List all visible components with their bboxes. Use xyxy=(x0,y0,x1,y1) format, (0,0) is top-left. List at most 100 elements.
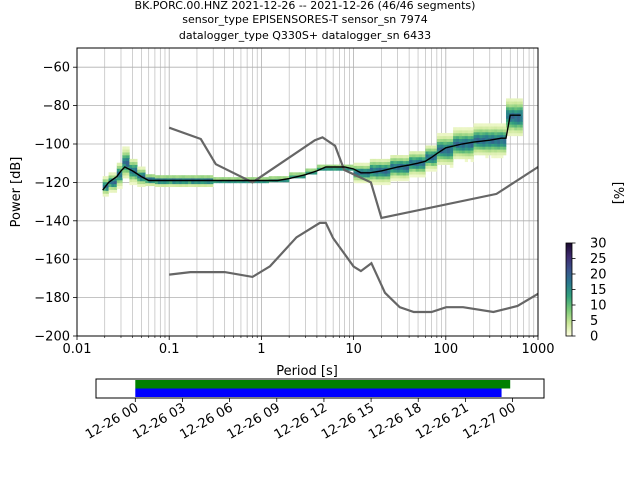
histogram-cell xyxy=(160,183,164,188)
histogram-cell xyxy=(142,183,146,188)
histogram-cell xyxy=(500,123,504,127)
histogram-cell xyxy=(428,159,432,164)
histogram-cell xyxy=(517,130,521,134)
histogram-cell xyxy=(453,127,457,131)
histogram-cell xyxy=(494,143,498,147)
histogram-cell xyxy=(511,115,515,119)
histogram-cell xyxy=(396,160,400,164)
histogram-cell xyxy=(517,115,521,119)
histogram-cell xyxy=(470,156,474,160)
histogram-cell xyxy=(108,178,112,182)
histogram-cell xyxy=(514,109,518,114)
histogram-cell xyxy=(497,152,501,156)
histogram-cell xyxy=(393,155,397,159)
chart-title-line-2: sensor_type EPISENSORES-T sensor_sn 7974 xyxy=(182,13,428,26)
histogram-cell xyxy=(431,154,435,158)
histogram-cell xyxy=(436,147,441,151)
histogram-cell xyxy=(473,129,477,133)
histogram-cell xyxy=(363,162,367,166)
histogram-cell xyxy=(151,180,156,184)
histogram-cell xyxy=(381,170,385,174)
histogram-cell xyxy=(497,132,501,136)
histogram-cell xyxy=(286,179,290,183)
histogram-cell xyxy=(508,107,512,111)
histogram-cell xyxy=(111,172,115,176)
coverage-bar xyxy=(135,380,511,389)
histogram-cell xyxy=(254,180,258,184)
histogram-cell xyxy=(360,165,364,169)
histogram-cell xyxy=(122,169,127,173)
histogram-cell xyxy=(160,175,164,179)
histogram-cell xyxy=(453,153,457,157)
psd-histogram xyxy=(102,98,523,197)
histogram-cell xyxy=(494,152,498,156)
histogram-cell xyxy=(446,132,451,137)
histogram-cell xyxy=(428,145,432,149)
histogram-cell xyxy=(479,132,483,136)
histogram-cell xyxy=(137,175,141,179)
histogram-cell xyxy=(503,123,507,127)
histogram-cell xyxy=(259,177,264,181)
histogram-cell xyxy=(194,175,198,179)
histogram-cell xyxy=(431,145,435,149)
histogram-cell xyxy=(111,175,115,179)
histogram-cell xyxy=(453,147,457,151)
histogram-cell xyxy=(511,104,515,108)
histogram-cell xyxy=(134,161,138,165)
histogram-cell xyxy=(449,156,454,160)
histogram-cell xyxy=(482,152,486,156)
histogram-cell xyxy=(488,143,492,147)
coverage-tick-label: 12-26 12 xyxy=(272,400,330,442)
histogram-cell xyxy=(500,126,504,130)
histogram-cell xyxy=(308,168,312,172)
mode-line xyxy=(102,114,521,191)
histogram-cell xyxy=(396,169,400,173)
histogram-cell xyxy=(181,180,186,185)
histogram-cell xyxy=(440,135,444,140)
histogram-cell xyxy=(470,144,474,148)
histogram-cell xyxy=(137,169,141,173)
histogram-cell xyxy=(329,164,334,168)
histogram-cell xyxy=(443,144,447,148)
histogram-cell xyxy=(298,172,303,176)
histogram-cell xyxy=(409,154,413,158)
histogram-cell xyxy=(347,164,351,168)
histogram-cell xyxy=(514,98,518,102)
histogram-cell xyxy=(157,180,161,185)
histogram-cell xyxy=(402,175,407,179)
histogram-cell xyxy=(200,178,205,182)
histogram-cell xyxy=(508,109,512,114)
histogram-cell xyxy=(402,155,407,159)
histogram-cell xyxy=(399,166,404,170)
histogram-cell xyxy=(415,165,420,169)
histogram-cell xyxy=(169,180,173,185)
histogram-cell xyxy=(375,161,379,165)
histogram-cell xyxy=(511,132,515,137)
histogram-cell xyxy=(440,153,444,157)
histogram-cell xyxy=(262,180,267,184)
histogram-cell xyxy=(338,167,343,171)
histogram-cell xyxy=(134,181,138,186)
histogram-cell xyxy=(491,123,495,127)
histogram-cell xyxy=(461,156,466,160)
histogram-cell xyxy=(221,180,226,184)
histogram-cell xyxy=(488,134,492,139)
histogram-cell xyxy=(390,178,394,182)
histogram-cell xyxy=(230,180,234,184)
histogram-cell xyxy=(485,134,489,139)
histogram-cell xyxy=(433,148,438,152)
histogram-cell xyxy=(378,176,382,180)
histogram-cell xyxy=(458,135,463,140)
histogram-cell xyxy=(119,174,123,178)
histogram-cell xyxy=(473,146,477,150)
histogram-cell xyxy=(503,126,507,130)
histogram-cell xyxy=(519,127,523,131)
histogram-cell xyxy=(514,127,518,131)
histogram-cell xyxy=(491,146,495,150)
histogram-cell xyxy=(122,175,127,179)
histogram-cell xyxy=(497,134,501,139)
histogram-cell xyxy=(508,98,512,102)
histogram-cell xyxy=(114,172,118,176)
histogram-cell xyxy=(132,161,135,165)
histogram-cell xyxy=(236,180,240,184)
